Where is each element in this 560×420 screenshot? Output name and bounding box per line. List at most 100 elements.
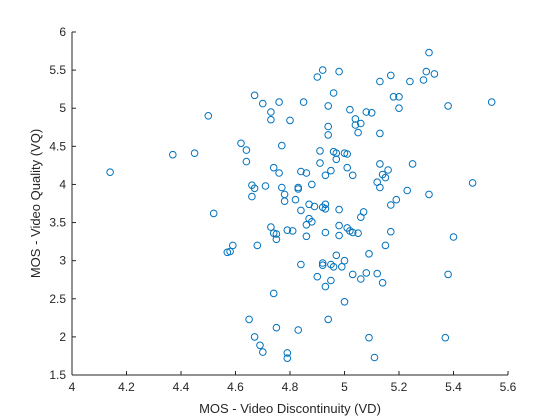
data-point bbox=[324, 131, 333, 139]
data-point bbox=[291, 195, 300, 204]
data-point bbox=[283, 354, 292, 363]
data-point bbox=[362, 108, 371, 116]
data-point bbox=[313, 73, 322, 81]
data-point bbox=[294, 183, 303, 192]
data-point bbox=[237, 139, 245, 148]
x-tick-label: 4.4 bbox=[173, 380, 190, 394]
data-point bbox=[324, 315, 333, 324]
data-point bbox=[318, 66, 327, 74]
data-point bbox=[308, 180, 316, 189]
data-point bbox=[280, 197, 289, 205]
data-point bbox=[335, 67, 343, 76]
data-point bbox=[250, 333, 259, 341]
data-point bbox=[321, 228, 330, 237]
data-point bbox=[381, 241, 390, 250]
data-point bbox=[422, 67, 431, 76]
data-point bbox=[335, 231, 343, 240]
data-point bbox=[250, 184, 259, 193]
data-point bbox=[242, 157, 251, 166]
data-point bbox=[297, 260, 305, 269]
data-point bbox=[357, 119, 365, 128]
data-point bbox=[468, 179, 477, 187]
y-tick-label: 2 bbox=[59, 330, 66, 344]
data-point bbox=[297, 206, 305, 215]
data-point bbox=[351, 115, 360, 123]
data-point bbox=[354, 229, 362, 237]
data-point bbox=[370, 353, 379, 362]
data-point bbox=[272, 230, 281, 238]
data-point bbox=[340, 298, 349, 306]
data-point bbox=[321, 171, 330, 180]
x-tick-label: 5 bbox=[341, 380, 348, 394]
data-point bbox=[430, 70, 439, 78]
y-tick-label: 3 bbox=[59, 254, 66, 268]
data-point bbox=[283, 349, 292, 357]
data-point bbox=[359, 208, 368, 216]
data-point bbox=[408, 160, 417, 168]
x-tick-label: 5.2 bbox=[391, 380, 408, 394]
data-point bbox=[229, 241, 237, 250]
data-point bbox=[387, 227, 395, 236]
data-point bbox=[278, 141, 286, 150]
data-point bbox=[267, 108, 275, 116]
data-point bbox=[425, 190, 433, 199]
x-axis-label: MOS - Video Discontinuity (VD) bbox=[199, 401, 381, 416]
data-point bbox=[288, 227, 297, 235]
data-point bbox=[332, 251, 341, 260]
data-point bbox=[272, 323, 281, 332]
data-point bbox=[425, 48, 433, 57]
data-point bbox=[376, 160, 384, 168]
data-point bbox=[395, 93, 403, 101]
y-axis-label: MOS - Video Quality (VQ) bbox=[28, 129, 43, 278]
data-point bbox=[346, 105, 354, 114]
data-point bbox=[384, 166, 392, 174]
x-tick-label: 4.6 bbox=[227, 380, 244, 394]
data-point bbox=[269, 163, 278, 172]
data-points bbox=[106, 48, 496, 363]
data-point bbox=[324, 102, 333, 110]
data-point bbox=[343, 150, 352, 158]
data-point bbox=[313, 272, 322, 281]
data-point bbox=[348, 228, 357, 237]
data-point bbox=[280, 190, 289, 199]
data-point bbox=[286, 116, 294, 125]
data-point bbox=[299, 98, 308, 106]
data-point bbox=[106, 168, 114, 176]
data-point bbox=[406, 77, 414, 86]
data-point bbox=[321, 200, 330, 209]
data-point bbox=[365, 250, 373, 258]
data-point bbox=[365, 333, 373, 342]
y-axis-ticks: 1.5 2 2.5 3 3.5 4 4.5 5 5.5 6 bbox=[49, 25, 76, 382]
data-point bbox=[316, 159, 324, 167]
data-point bbox=[373, 269, 382, 278]
data-point bbox=[327, 166, 335, 175]
data-point bbox=[381, 173, 390, 182]
data-point bbox=[387, 71, 395, 80]
data-point bbox=[308, 218, 316, 226]
data-point bbox=[267, 223, 275, 231]
x-tick-label: 4 bbox=[69, 380, 76, 394]
y-tick-label: 4.5 bbox=[49, 139, 66, 153]
x-tick-label: 4.2 bbox=[118, 380, 135, 394]
data-point bbox=[335, 221, 343, 230]
data-point bbox=[275, 98, 283, 106]
data-point bbox=[376, 77, 384, 86]
data-point bbox=[256, 341, 264, 350]
data-point bbox=[204, 112, 213, 120]
data-point bbox=[327, 276, 335, 285]
data-point bbox=[357, 275, 365, 283]
y-tick-label: 2.5 bbox=[49, 292, 66, 306]
data-point bbox=[387, 201, 395, 209]
data-point bbox=[278, 183, 286, 192]
data-point bbox=[272, 235, 281, 244]
data-point bbox=[351, 121, 360, 129]
data-point bbox=[253, 241, 262, 250]
data-point bbox=[209, 209, 218, 218]
y-tick-label: 5.5 bbox=[49, 63, 66, 77]
data-point bbox=[392, 195, 401, 204]
data-point bbox=[245, 315, 253, 324]
data-point bbox=[338, 263, 346, 271]
data-point bbox=[226, 247, 234, 256]
y-tick-label: 6 bbox=[59, 25, 66, 39]
